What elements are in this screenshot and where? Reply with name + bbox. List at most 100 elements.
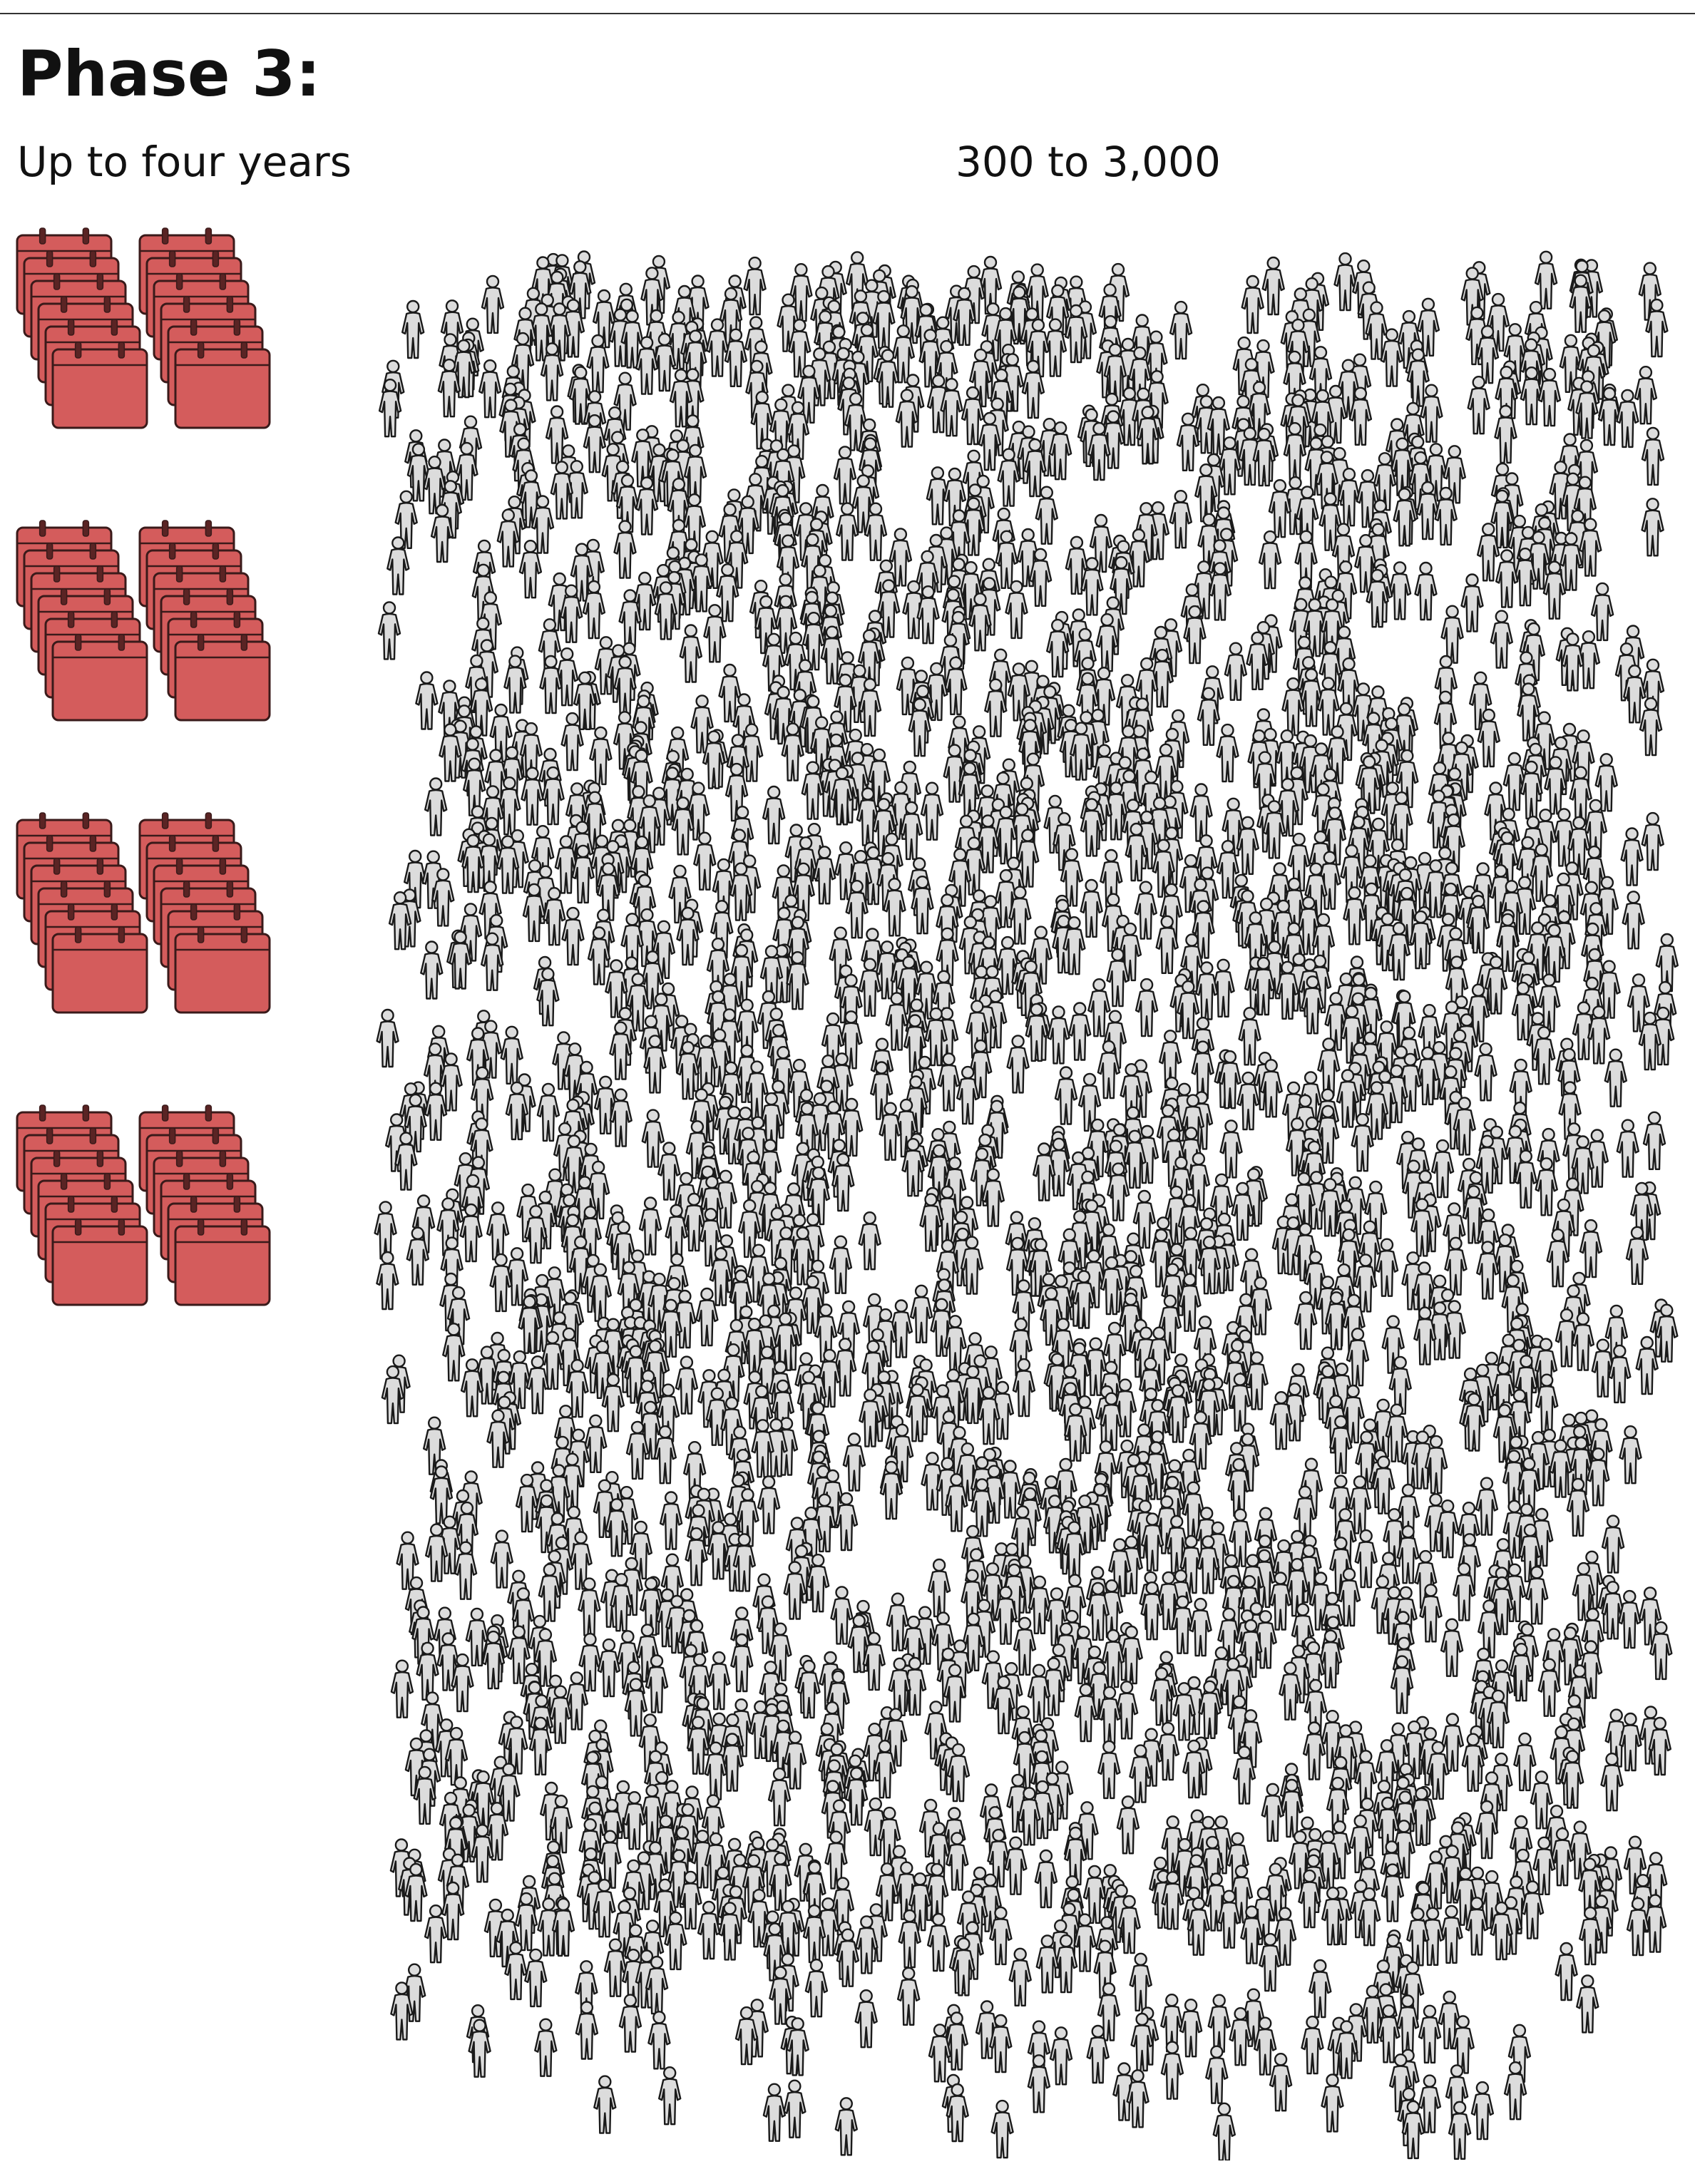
person-icon — [1601, 1514, 1625, 1574]
person-icon — [1622, 891, 1645, 950]
person-icon — [1620, 827, 1644, 886]
person-icon — [1189, 783, 1213, 842]
person-icon — [1054, 1066, 1078, 1125]
calendar-stacks — [16, 227, 271, 1306]
calendar-icon — [174, 926, 271, 1014]
calendar-stack — [16, 812, 148, 1014]
person-icon — [424, 1082, 448, 1141]
person-icon — [751, 1419, 774, 1478]
person-icon — [1618, 1589, 1642, 1649]
person-icon — [1476, 1241, 1500, 1300]
person-icon — [1097, 1740, 1121, 1800]
person-icon — [589, 726, 613, 786]
person-icon — [486, 1201, 510, 1261]
person-icon — [489, 1253, 513, 1313]
person-icon — [854, 1989, 878, 2049]
person-icon — [1160, 2041, 1184, 2100]
person-icon — [1642, 1111, 1666, 1171]
calendar-icon — [51, 342, 148, 429]
person-icon — [638, 1196, 662, 1256]
person-icon — [804, 1958, 829, 2018]
person-icon — [834, 2097, 859, 2156]
person-icon — [697, 1900, 721, 1960]
calendar-stack — [16, 1104, 148, 1306]
person-icon — [762, 2083, 787, 2142]
person-icon — [1530, 1770, 1554, 1830]
person-icon — [454, 1541, 478, 1600]
person-icon — [1115, 1681, 1139, 1740]
person-icon — [597, 1638, 621, 1698]
calendar-icon — [174, 342, 271, 429]
calendar-stack — [138, 227, 271, 429]
person-icon — [1354, 1529, 1378, 1589]
person-icon — [376, 1251, 399, 1311]
person-icon — [500, 1025, 523, 1085]
person-icon — [1414, 561, 1438, 621]
person-icon — [1470, 2081, 1495, 2141]
person-icon — [524, 1948, 548, 2008]
person-icon — [536, 1082, 560, 1142]
person-icon — [1460, 573, 1484, 632]
person-icon — [478, 359, 502, 419]
person-icon — [539, 655, 563, 714]
person-icon — [1212, 2102, 1236, 2160]
person-icon — [1134, 881, 1158, 940]
person-icon — [1027, 2054, 1051, 2113]
person-icon — [1641, 426, 1665, 486]
person-icon — [1440, 605, 1464, 664]
person-icon — [1388, 561, 1412, 620]
person-icon — [1067, 1002, 1092, 1061]
person-icon — [1604, 1048, 1628, 1107]
person-icon — [1135, 978, 1159, 1037]
participants-label: 300 to 3,000 — [956, 138, 1221, 186]
person-icon — [909, 1284, 933, 1344]
person-icon — [1616, 1119, 1640, 1178]
calendar-icon — [174, 1219, 271, 1306]
calendar-icon — [174, 634, 271, 722]
person-icon — [830, 1586, 854, 1645]
person-icon — [659, 1491, 683, 1550]
person-icon — [762, 785, 786, 845]
person-icon — [1049, 2026, 1073, 2086]
person-icon — [1216, 723, 1239, 783]
person-icon — [1490, 610, 1514, 669]
person-icon — [534, 2018, 558, 2077]
person-icon — [730, 1633, 754, 1693]
person-icon — [1576, 1974, 1599, 2034]
person-icon — [693, 831, 717, 891]
person-icon — [1534, 250, 1558, 309]
person-icon — [641, 1109, 665, 1168]
person-icon — [1241, 275, 1264, 334]
person-icon — [1475, 1477, 1499, 1536]
person-icon — [1590, 582, 1614, 642]
person-icon — [1440, 1618, 1464, 1677]
person-icon — [377, 601, 401, 660]
calendar-icon — [51, 634, 148, 722]
duration-label: Up to four years — [17, 138, 352, 186]
person-icon — [415, 671, 439, 730]
person-icon — [1641, 498, 1664, 557]
person-icon — [675, 1355, 699, 1415]
person-icon — [1333, 252, 1357, 312]
person-icon — [424, 777, 448, 836]
person-icon — [1268, 479, 1292, 538]
calendar-icon — [51, 926, 148, 1014]
person-icon — [679, 624, 702, 683]
person-icon — [920, 781, 944, 841]
person-icon — [1116, 1795, 1140, 1855]
person-icon — [1224, 642, 1248, 701]
top-divider — [0, 13, 1695, 14]
person-icon — [1258, 530, 1282, 590]
participant-crowd — [374, 250, 1679, 2160]
person-icon — [390, 1659, 414, 1718]
person-icon — [578, 1632, 602, 1692]
person-icon — [695, 1287, 719, 1347]
person-icon — [420, 940, 444, 1000]
person-icon — [1619, 1425, 1642, 1485]
person-icon — [1008, 1947, 1032, 2007]
person-icon — [1169, 490, 1193, 549]
person-icon — [1351, 1112, 1374, 1172]
person-icon — [1269, 2052, 1293, 2112]
person-icon — [1474, 1042, 1497, 1102]
calendar-stack — [138, 1104, 271, 1306]
